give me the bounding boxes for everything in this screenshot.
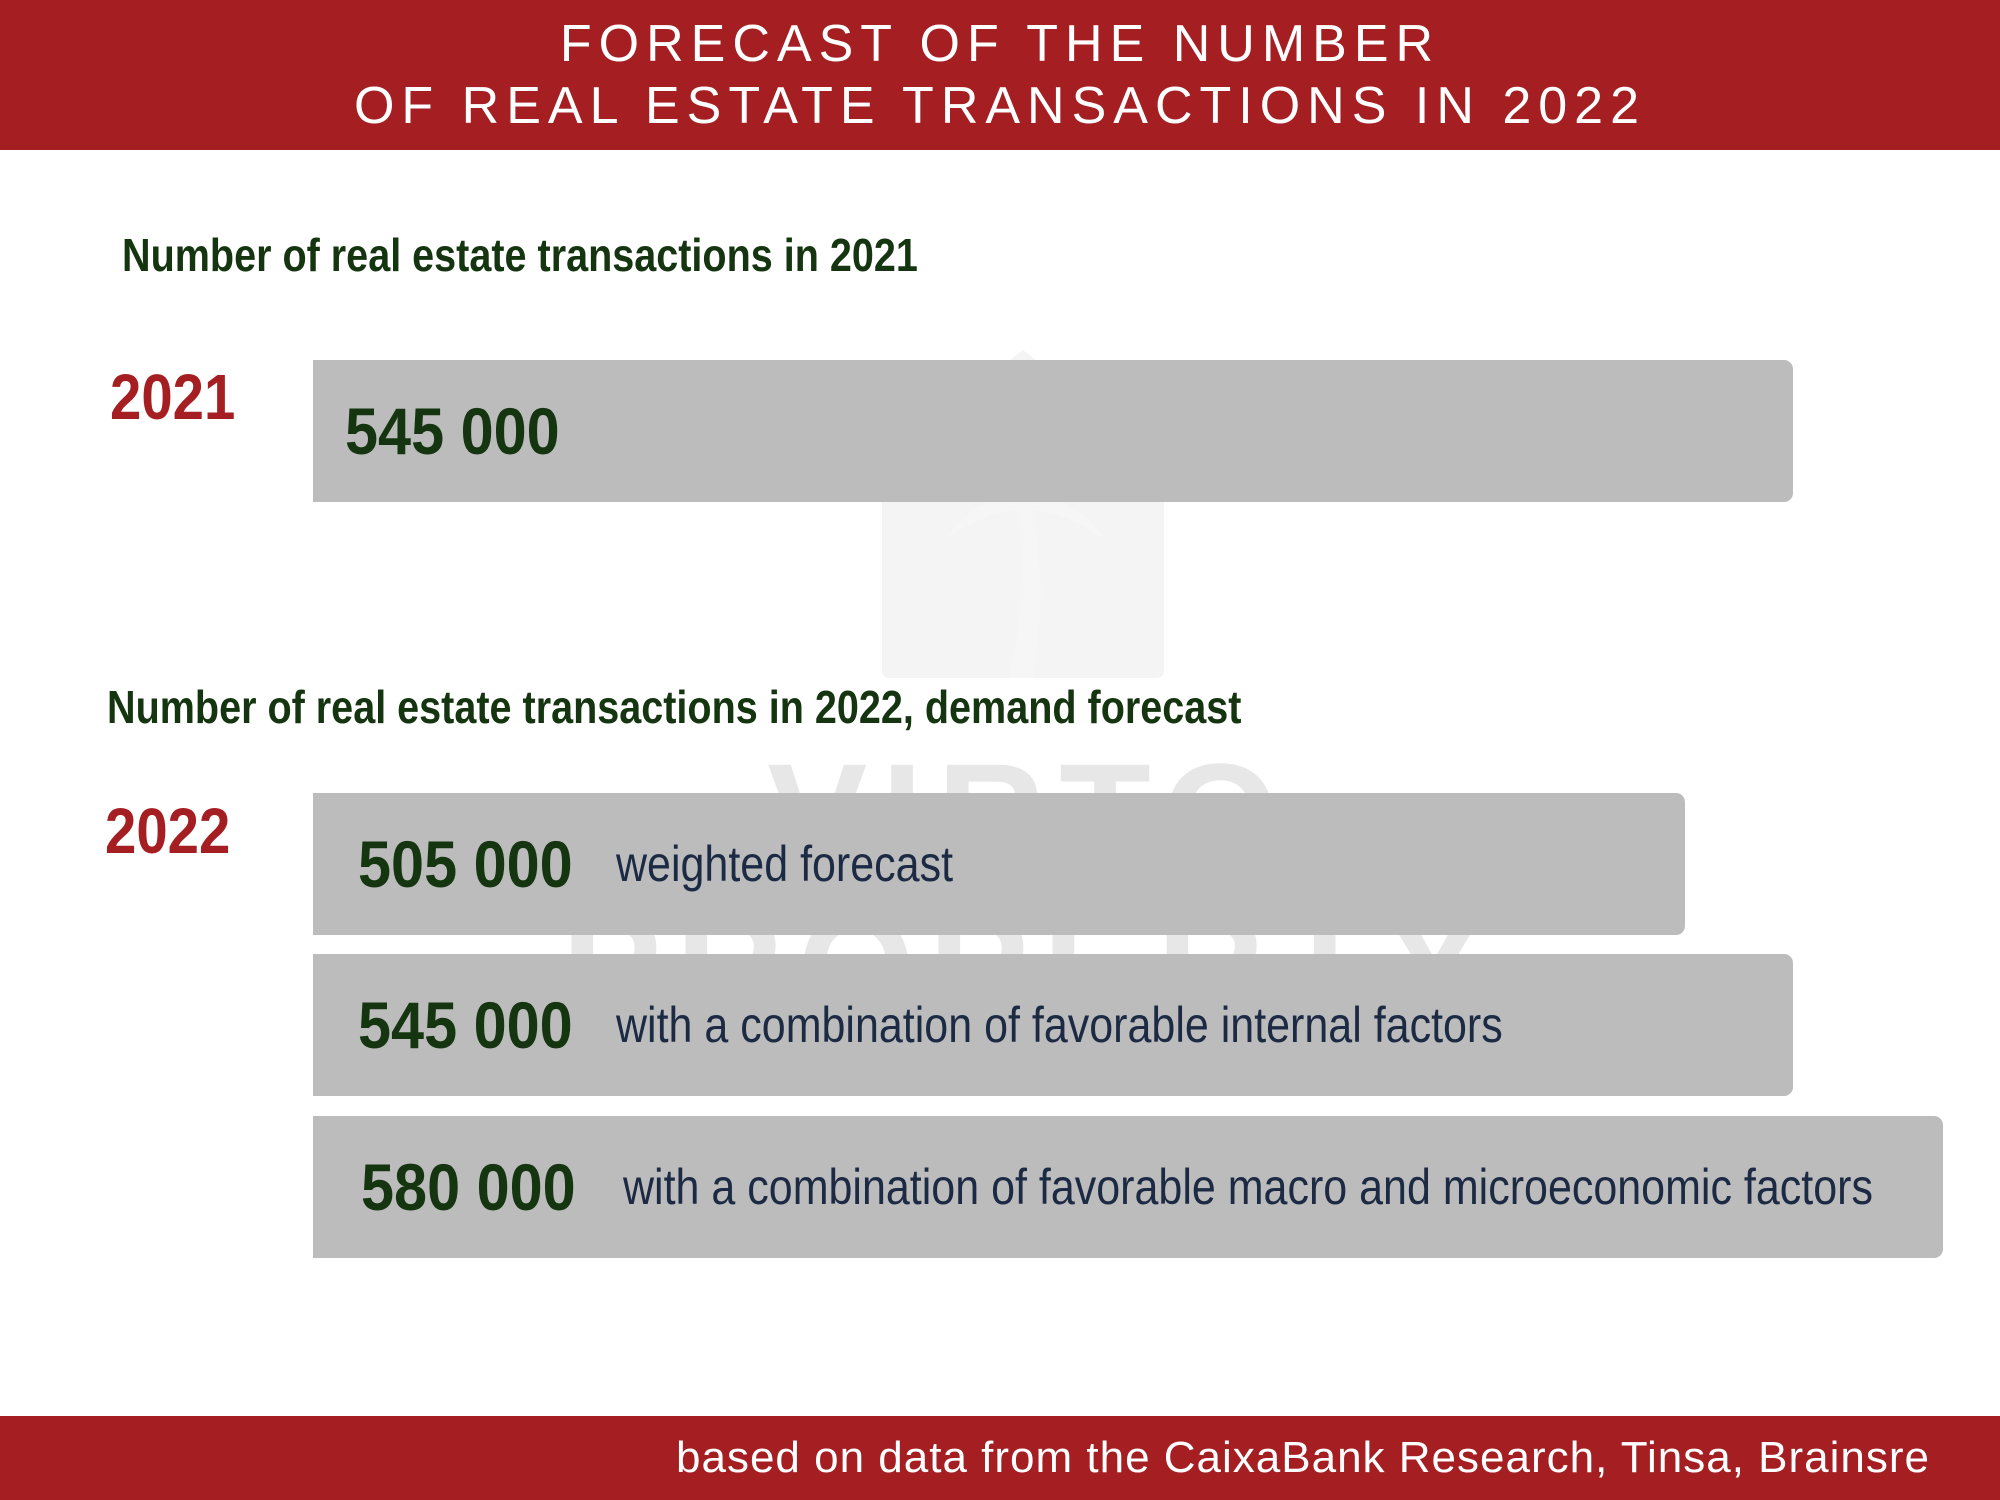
heading-2022: Number of real estate transactions in 20… xyxy=(107,681,1242,733)
footer-banner: based on data from the CaixaBank Researc… xyxy=(0,1416,2000,1500)
year-label-2021: 2021 xyxy=(110,361,236,433)
bar-value-label: 545 000 xyxy=(358,988,573,1062)
header-banner: FORECAST OF THE NUMBER OF REAL ESTATE TR… xyxy=(0,0,2000,150)
bar-description: with a combination of favorable macro an… xyxy=(623,1159,1873,1215)
title-line-2: OF REAL ESTATE TRANSACTIONS IN 2022 xyxy=(353,77,1646,135)
bar-description: weighted forecast xyxy=(616,836,954,892)
bar-2022-internal: 545 000 with a combination of favorable … xyxy=(313,954,1793,1096)
title-line-1: FORECAST OF THE NUMBER xyxy=(559,15,1441,73)
year-label-2022: 2022 xyxy=(105,795,231,867)
bar-2022-weighted: 505 000 weighted forecast xyxy=(313,793,1685,935)
bar-value-label: 505 000 xyxy=(358,827,573,901)
bar-value-label: 545 000 xyxy=(345,394,560,468)
bar-value-label: 580 000 xyxy=(361,1150,576,1224)
bar-2022-macro-micro: 580 000 with a combination of favorable … xyxy=(313,1116,1943,1258)
source-note: based on data from the CaixaBank Researc… xyxy=(676,1433,1930,1482)
bar-description: with a combination of favorable internal… xyxy=(616,997,1503,1053)
heading-2021: Number of real estate transactions in 20… xyxy=(122,229,918,281)
bar-2021-actual: 545 000 xyxy=(313,360,1793,502)
